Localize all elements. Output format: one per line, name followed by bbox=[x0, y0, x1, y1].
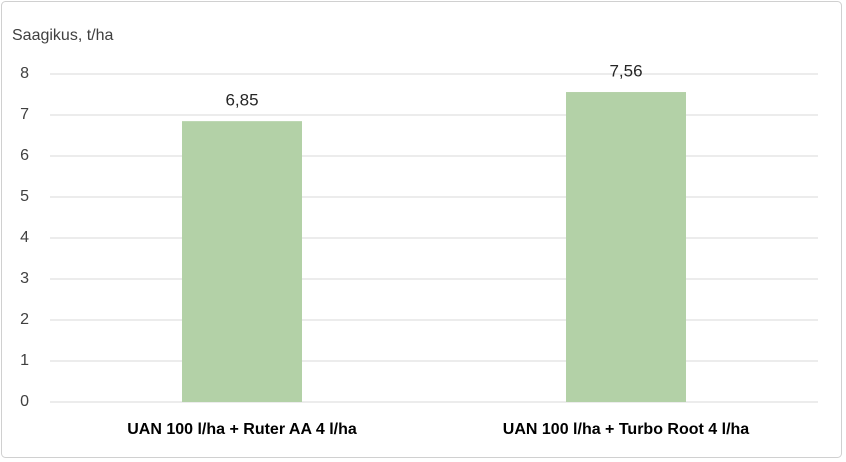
x-tick-label: UAN 100 l/ha + Ruter AA 4 l/ha bbox=[127, 421, 357, 438]
y-axis-title: Saagikus, t/ha bbox=[12, 27, 114, 44]
bar bbox=[182, 121, 302, 403]
y-tick-label: 5 bbox=[20, 188, 29, 205]
y-tick-label: 7 bbox=[20, 106, 29, 123]
bar bbox=[566, 92, 686, 402]
y-tick-label: 1 bbox=[20, 352, 29, 369]
y-tick-label: 6 bbox=[20, 147, 29, 164]
y-tick-label: 4 bbox=[20, 229, 29, 246]
y-tick-label: 8 bbox=[20, 65, 29, 82]
y-tick-label: 2 bbox=[20, 311, 29, 328]
x-tick-label: UAN 100 l/ha + Turbo Root 4 l/ha bbox=[503, 421, 750, 438]
value-label: 6,85 bbox=[225, 91, 258, 110]
y-tick-label: 0 bbox=[20, 393, 29, 410]
y-tick-label: 3 bbox=[20, 270, 29, 287]
value-label: 7,56 bbox=[609, 62, 642, 81]
